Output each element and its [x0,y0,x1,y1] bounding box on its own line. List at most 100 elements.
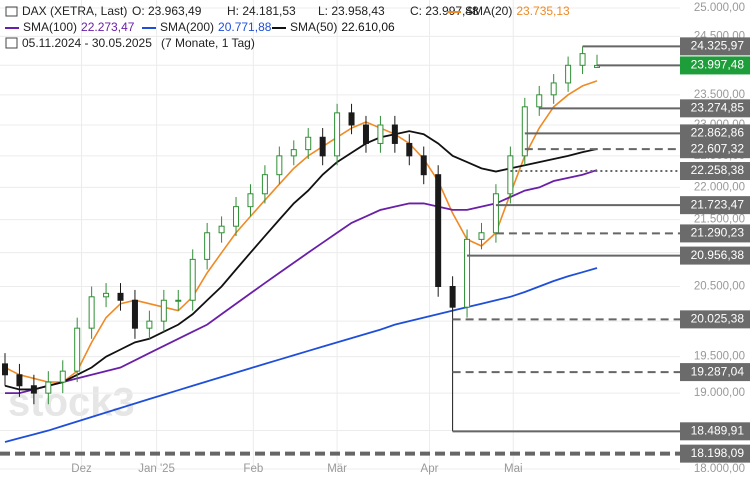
y-tick-label: 19.000,00 [694,387,745,399]
level-tag [680,310,750,329]
level-tag [680,422,750,441]
candle-body [16,374,23,387]
candle-body [2,363,8,376]
legend-value: 22.610,06 [341,20,395,34]
candle-body [88,296,95,329]
candle-body [160,299,167,322]
level-tag [680,363,750,382]
candle-body [30,385,37,394]
candle-body [117,292,124,301]
legend-name: SMA(100) [23,20,77,34]
y-tick-label: 20.500,00 [694,281,745,293]
candle-body [362,124,369,144]
legend: DAX (XETRA, Last) O: 23.963,49 H: 24.181… [5,4,570,50]
candle-body [74,327,81,372]
candle-body [521,106,528,157]
candle-body [189,258,196,301]
ohlc-high: H: 24.181,53 [227,4,296,18]
level-label: 22.607,32 [691,141,745,155]
candle-body [492,193,499,234]
legend-name: SMA(50) [290,20,337,34]
level-label: 23.997,48 [691,58,745,72]
candle-body [565,64,572,84]
level-label: 18.198,09 [691,446,745,460]
sma-line [4,130,598,391]
y-tick-label: 22.000,00 [694,181,745,193]
level-tag [680,246,750,265]
level-label: 24.325,97 [691,39,745,53]
period: (7 Monate, 1 Tag) [161,36,255,50]
level-label: 20.956,38 [691,248,745,262]
y-tick-label: 25.000,00 [694,2,745,14]
level-label: 22.258,38 [691,163,745,177]
level-tag [680,56,750,75]
level-label: 19.287,04 [691,364,745,378]
y-tick-label: 19.500,00 [694,351,745,363]
calendar-icon [5,37,18,49]
date-range: 05.11.2024 - 30.05.2025 [22,36,152,50]
candle-body [319,136,326,157]
level-tag [680,444,750,463]
candle-body [420,155,427,176]
sma-line [4,267,598,443]
level-label: 20.025,38 [691,312,745,326]
candle-body [103,292,110,298]
candle-body [261,174,268,195]
x-tick-label: Dez [71,463,92,475]
level-label: 23.274,85 [691,101,745,115]
level-label: 18.489,91 [691,423,745,437]
level-tag [680,196,750,215]
candle-body [204,232,211,260]
candle-body [146,320,153,329]
x-tick-label: Mär [327,463,347,475]
candle-body [348,112,355,126]
legend-name: SMA(200) [160,20,214,34]
symbol: DAX (XETRA, Last) [22,4,127,18]
candle-body [536,94,543,108]
candle-body [59,370,66,383]
level-tag [680,224,750,243]
y-tick-label: 23.500,00 [694,89,745,101]
level-label: 21.723,47 [691,197,745,211]
x-tick-label: Apr [421,463,439,475]
watermark: stock3 [8,381,135,425]
level-label: 22.862,86 [691,126,745,140]
x-tick-label: Jan '25 [138,463,175,475]
candle-body [550,82,557,96]
candle-body [377,124,384,144]
y-tick-label: 18.000,00 [694,463,745,475]
candle-body [218,225,225,234]
candle-body [247,193,254,208]
candle-body [334,112,341,157]
symbol-icon [5,6,18,17]
y-tick-label: 21.500,00 [694,214,745,226]
candle-body [507,155,514,195]
level-label: 21.290,23 [691,226,745,240]
level-tag [680,140,750,159]
candle-body [464,238,471,308]
ohlc-close: C: 23.997,48 [410,4,479,18]
legend-value: 22.273,47 [81,20,135,34]
ohlc-low: L: 23.958,43 [318,4,385,18]
candle-body [391,124,398,144]
candle-body [131,299,138,329]
candle-body [45,381,52,394]
level-tag [680,99,750,118]
candle-body [579,53,586,66]
candle-body [406,142,413,157]
candle-body [276,155,283,176]
level-tag [680,162,750,181]
candle-body [478,232,485,240]
candle-body [449,285,456,308]
legend-name: SMA(20) [465,4,512,18]
plot-area: stock3 [0,0,680,470]
ohlc-open: O: 23.963,49 [132,4,202,18]
candle-body [290,149,297,157]
candle-body [435,174,442,287]
candle-body [233,206,240,227]
candle-body [305,136,312,151]
x-tick-label: Feb [243,463,263,475]
x-tick-label: Mai [504,463,523,475]
